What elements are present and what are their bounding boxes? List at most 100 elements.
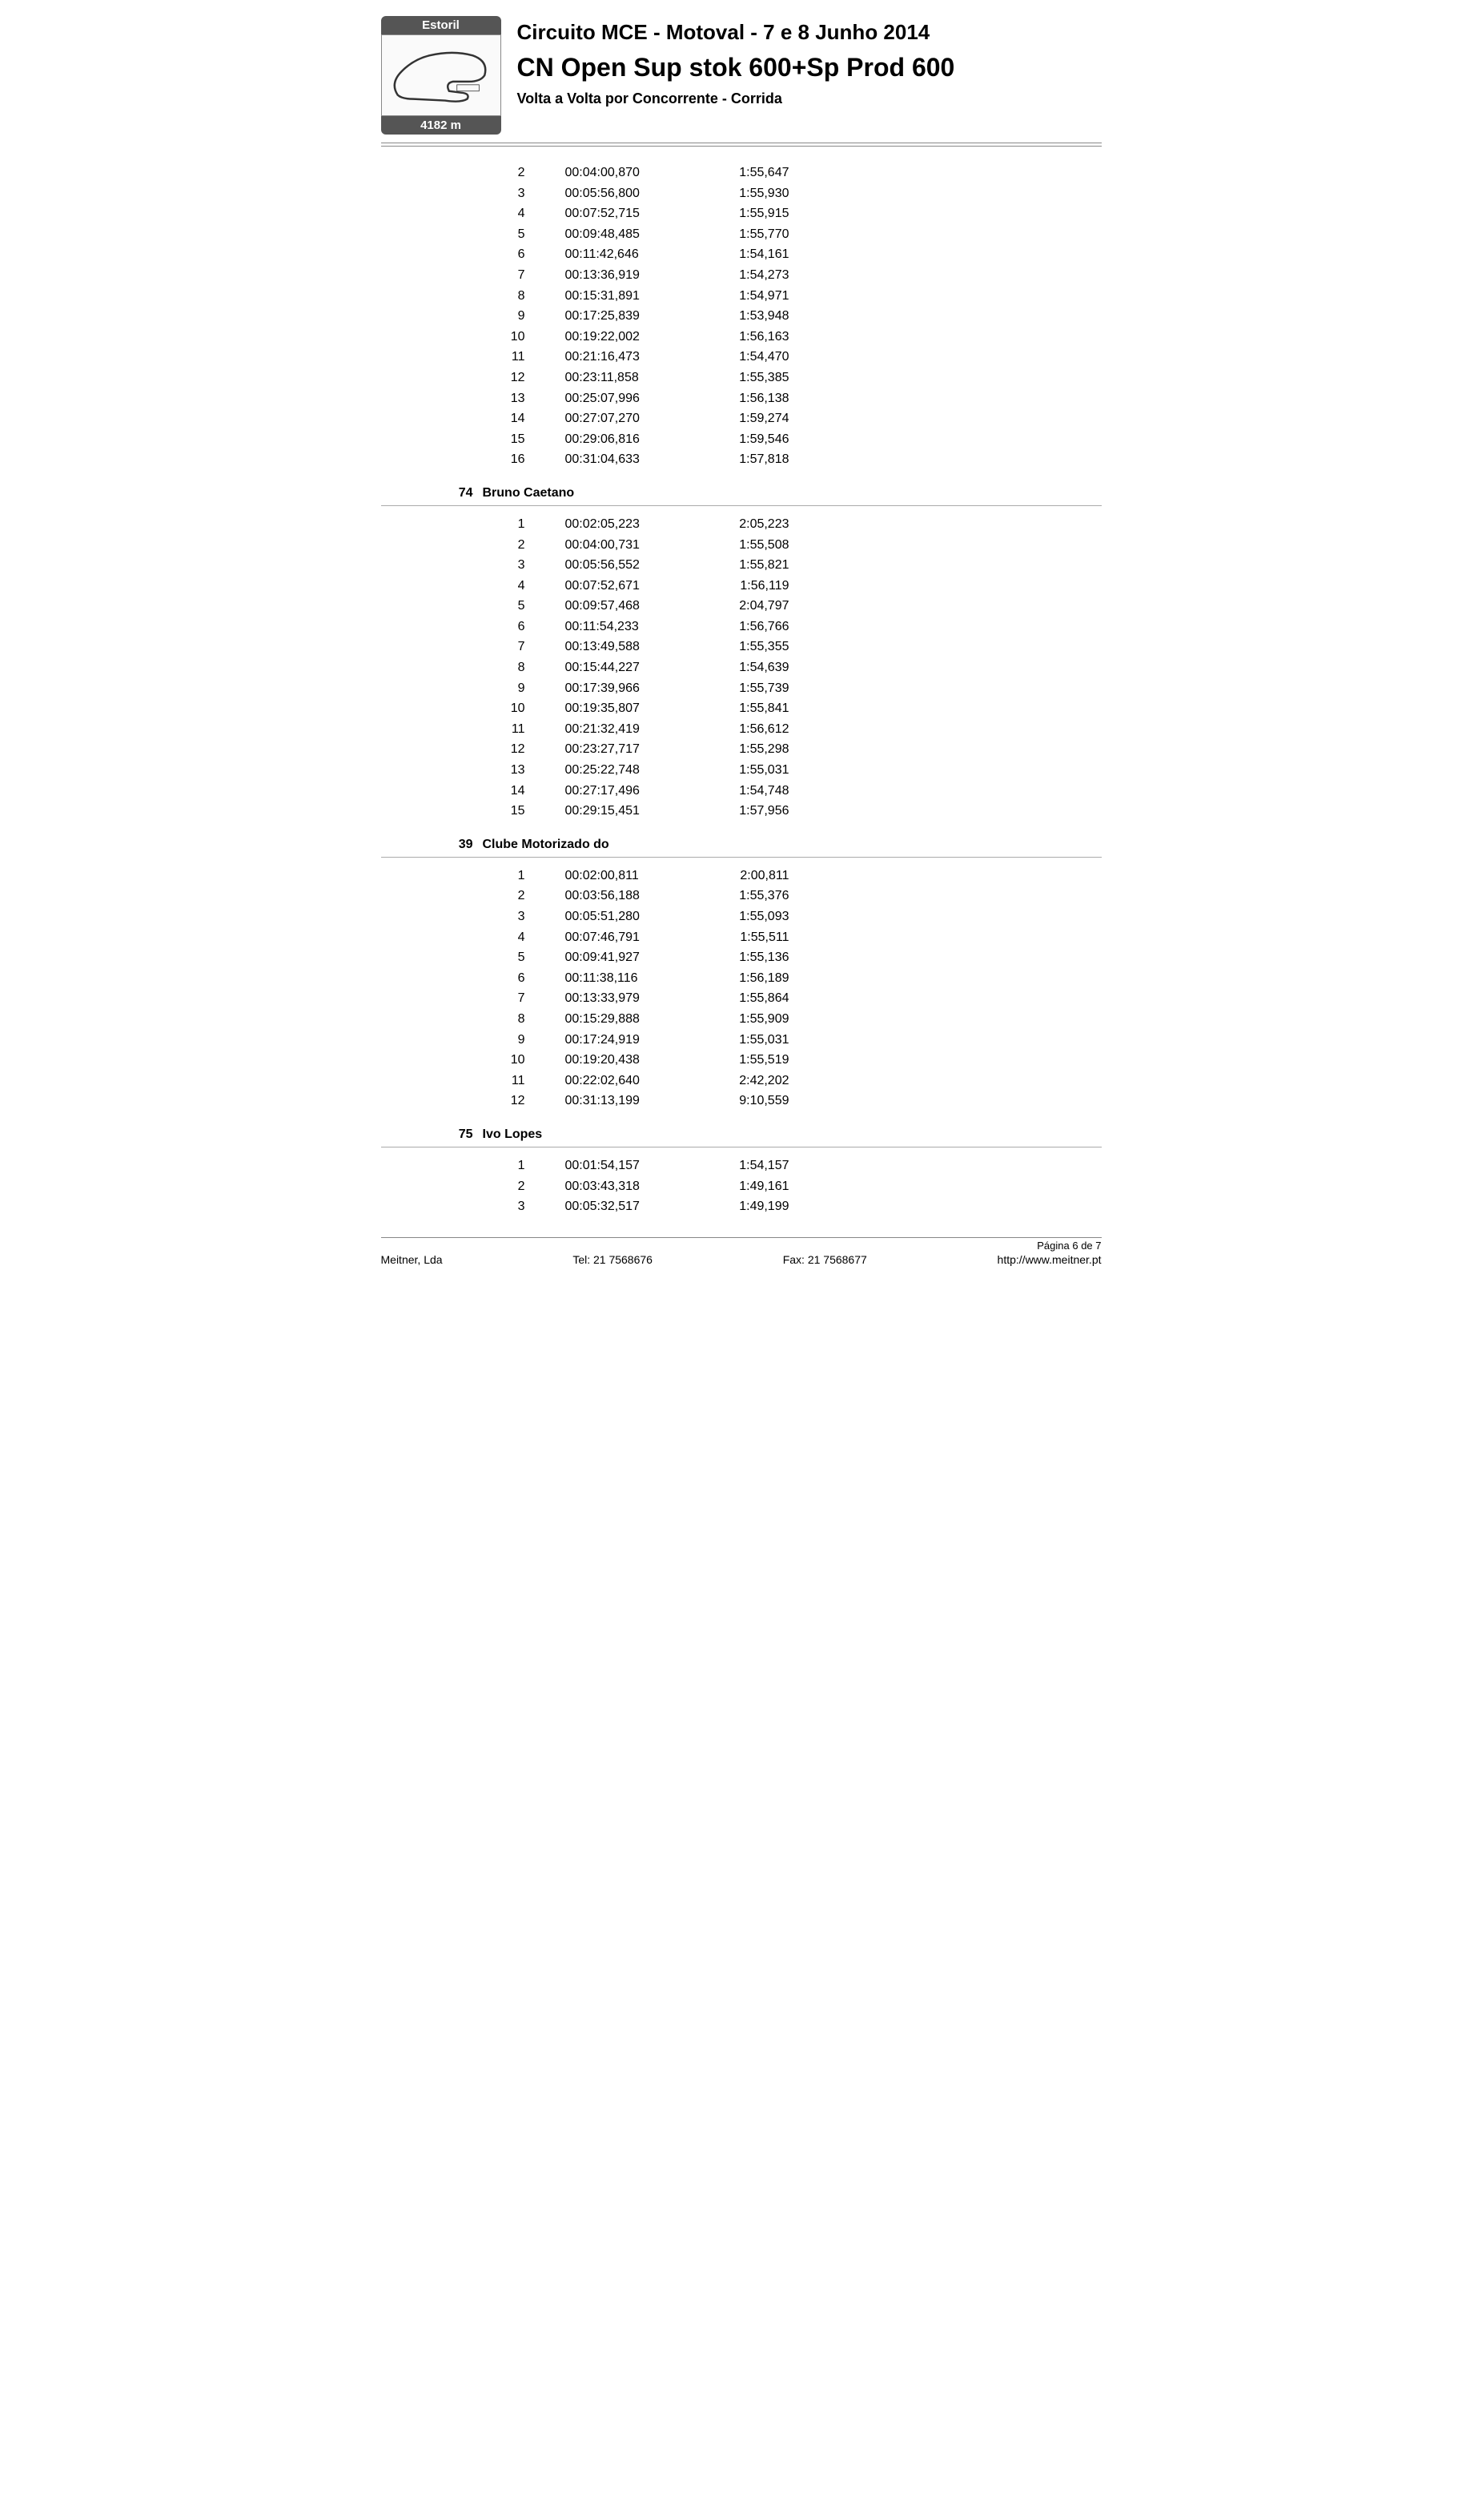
competitor-name: Clube Motorizado do [483,838,609,851]
lap-time: 1:55,093 [693,906,789,927]
lap-number: 1 [461,866,565,886]
lap-row: 100:02:05,2232:05,223 [381,514,1102,535]
lap-row: 1200:23:11,8581:55,385 [381,368,1102,388]
lap-time: 9:10,559 [693,1091,789,1111]
lap-number: 4 [461,927,565,948]
lap-row: 700:13:36,9191:54,273 [381,265,1102,286]
lap-time: 1:57,818 [693,449,789,470]
lap-time: 1:55,930 [693,183,789,204]
lap-row: 400:07:52,7151:55,915 [381,203,1102,224]
competitor-rule [381,505,1102,506]
lap-number: 10 [461,1050,565,1071]
lap-cumulative: 00:31:04,633 [565,449,693,470]
lap-time: 1:49,161 [693,1176,789,1197]
competitor-rule [381,857,1102,858]
lap-cumulative: 00:03:56,188 [565,886,693,906]
lap-row: 1000:19:20,4381:55,519 [381,1050,1102,1071]
lap-time: 1:56,189 [693,968,789,989]
lap-number: 1 [461,514,565,535]
lap-time: 1:56,138 [693,388,789,409]
competitor-number: 74 [445,486,473,500]
competitor-header: 74 Bruno Caetano [381,486,1102,500]
lap-cumulative: 00:23:27,717 [565,739,693,760]
competitor-section: 200:04:00,8701:55,647300:05:56,8001:55,9… [381,163,1102,470]
lap-row: 100:02:00,8112:00,811 [381,866,1102,886]
competitor-name: Bruno Caetano [483,486,575,500]
track-map-image [381,34,501,116]
lap-cumulative: 00:23:11,858 [565,368,693,388]
lap-row: 1200:23:27,7171:55,298 [381,739,1102,760]
lap-number: 12 [461,1091,565,1111]
lap-time: 1:54,639 [693,657,789,678]
lap-time: 1:54,748 [693,781,789,802]
lap-time: 1:55,821 [693,555,789,576]
lap-row: 200:04:00,8701:55,647 [381,163,1102,183]
lap-row: 800:15:29,8881:55,909 [381,1009,1102,1030]
lap-cumulative: 00:19:20,438 [565,1050,693,1071]
report-title: Volta a Volta por Concorrente - Corrida [517,90,1102,107]
competitor-section: 74Bruno Caetano100:02:05,2232:05,223200:… [381,486,1102,822]
lap-cumulative: 00:02:00,811 [565,866,693,886]
lap-number: 13 [461,388,565,409]
lap-number: 15 [461,429,565,450]
lap-number: 2 [461,535,565,556]
lap-cumulative: 00:09:48,485 [565,224,693,245]
lap-cumulative: 00:31:13,199 [565,1091,693,1111]
lap-row: 1400:27:17,4961:54,748 [381,781,1102,802]
lap-number: 6 [461,968,565,989]
lap-cumulative: 00:05:51,280 [565,906,693,927]
lap-cumulative: 00:29:06,816 [565,429,693,450]
lap-number: 12 [461,368,565,388]
lap-row: 400:07:46,7911:55,511 [381,927,1102,948]
footer: Meitner, Lda Tel: 21 7568676 Fax: 21 756… [381,1253,1102,1266]
lap-row: 600:11:54,2331:56,766 [381,617,1102,637]
lap-time: 1:56,612 [693,719,789,740]
lap-row: 1200:31:13,1999:10,559 [381,1091,1102,1111]
lap-row: 700:13:33,9791:55,864 [381,988,1102,1009]
lap-time: 1:57,956 [693,801,789,822]
lap-row: 200:04:00,7311:55,508 [381,535,1102,556]
lap-number: 2 [461,886,565,906]
lap-time: 1:54,157 [693,1156,789,1176]
lap-cumulative: 00:13:36,919 [565,265,693,286]
lap-row: 500:09:57,4682:04,797 [381,596,1102,617]
lap-number: 4 [461,576,565,597]
lap-cumulative: 00:19:22,002 [565,327,693,348]
lap-time: 1:55,298 [693,739,789,760]
lap-row: 600:11:38,1161:56,189 [381,968,1102,989]
lap-time: 1:54,161 [693,244,789,265]
lap-time: 1:59,546 [693,429,789,450]
class-title: CN Open Sup stok 600+Sp Prod 600 [517,53,1102,82]
lap-row: 100:01:54,1571:54,157 [381,1156,1102,1176]
titles: Circuito MCE - Motoval - 7 e 8 Junho 201… [517,16,1102,107]
lap-cumulative: 00:04:00,731 [565,535,693,556]
lap-row: 800:15:44,2271:54,639 [381,657,1102,678]
header-rule [381,143,1102,147]
lap-number: 5 [461,224,565,245]
lap-row: 1500:29:15,4511:57,956 [381,801,1102,822]
lap-number: 11 [461,347,565,368]
lap-time: 1:56,119 [693,576,789,597]
lap-number: 15 [461,801,565,822]
footer-rule [381,1237,1102,1238]
lap-number: 7 [461,265,565,286]
lap-row: 300:05:56,5521:55,821 [381,555,1102,576]
lap-time: 2:05,223 [693,514,789,535]
lap-cumulative: 00:03:43,318 [565,1176,693,1197]
lap-cumulative: 00:07:52,671 [565,576,693,597]
lap-time: 2:00,811 [693,866,789,886]
lap-number: 12 [461,739,565,760]
lap-row: 1100:21:16,4731:54,470 [381,347,1102,368]
lap-row: 1300:25:22,7481:55,031 [381,760,1102,781]
lap-cumulative: 00:05:56,800 [565,183,693,204]
lap-time: 1:55,385 [693,368,789,388]
lap-time: 1:55,915 [693,203,789,224]
lap-row: 500:09:41,9271:55,136 [381,947,1102,968]
lap-row: 1500:29:06,8161:59,546 [381,429,1102,450]
lap-time: 1:55,519 [693,1050,789,1071]
lap-row: 800:15:31,8911:54,971 [381,286,1102,307]
footer-tel: Tel: 21 7568676 [572,1253,653,1266]
event-title: Circuito MCE - Motoval - 7 e 8 Junho 201… [517,20,1102,45]
lap-cumulative: 00:25:07,996 [565,388,693,409]
lap-time: 1:55,376 [693,886,789,906]
